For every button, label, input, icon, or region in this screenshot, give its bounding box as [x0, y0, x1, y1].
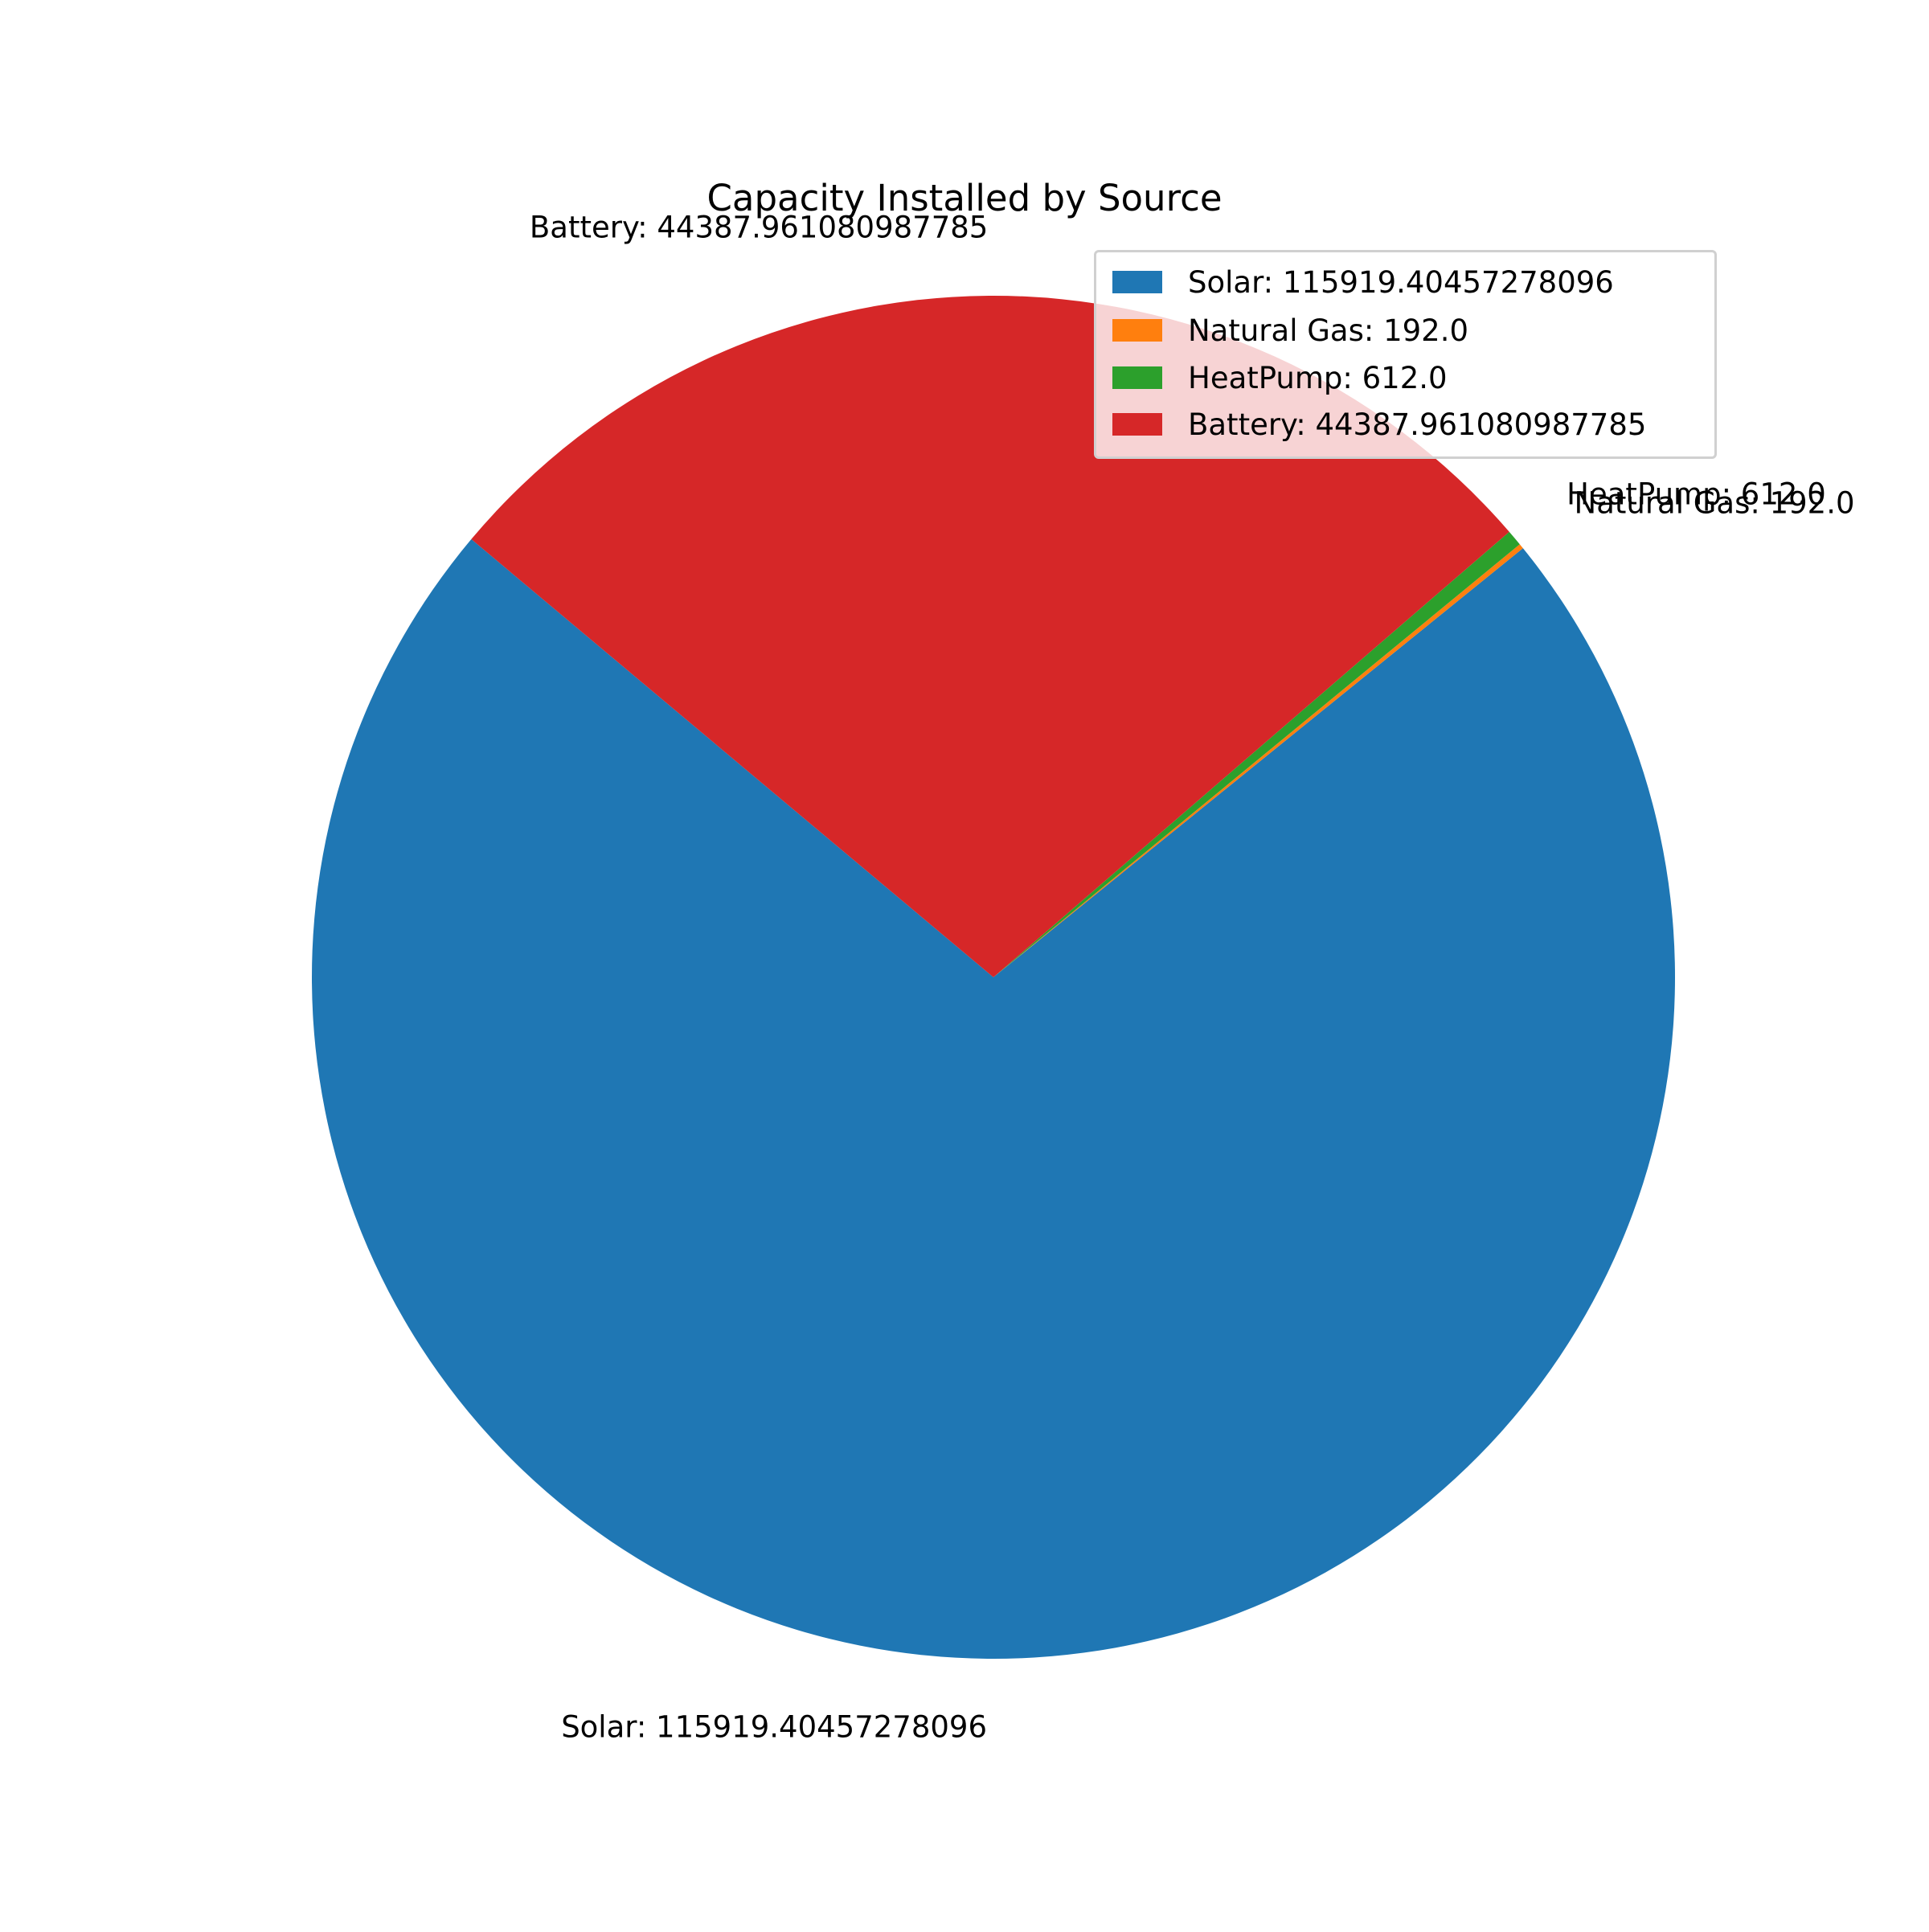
slice-label-heatpump: HeatPump: 612.0 [1567, 477, 1826, 511]
legend-item-solar: Solar: 115919.40457278096 [1112, 262, 1614, 302]
slice-label-solar: Solar: 115919.40457278096 [561, 1709, 987, 1744]
slice-label-battery: Battery: 44387.961080987785 [530, 211, 988, 245]
legend-item-natural-gas: Natural Gas: 192.0 [1112, 310, 1468, 350]
legend-item-heatpump: HeatPump: 612.0 [1112, 358, 1448, 398]
pie-slice-battery [471, 295, 1509, 977]
legend-label-solar: Solar: 115919.40457278096 [1188, 264, 1614, 300]
legend: Solar: 115919.40457278096 Natural Gas: 1… [1094, 250, 1717, 459]
legend-swatch-natural-gas [1112, 319, 1162, 342]
legend-label-natural-gas: Natural Gas: 192.0 [1188, 313, 1469, 348]
pie-slice-natural-gas [993, 544, 1523, 977]
legend-swatch-heatpump [1112, 366, 1162, 389]
legend-swatch-solar [1112, 271, 1162, 293]
chart-title: Capacity Installed by Source [706, 177, 1223, 219]
pie-slice-heatpump [993, 531, 1520, 977]
slice-label-natural-gas: Natural Gas: 192.0 [1575, 486, 1855, 521]
legend-swatch-battery [1112, 413, 1162, 436]
legend-label-battery: Battery: 44387.961080987785 [1188, 407, 1647, 442]
legend-item-battery: Battery: 44387.961080987785 [1112, 404, 1646, 444]
pie-slice-solar [312, 538, 1675, 1660]
legend-label-heatpump: HeatPump: 612.0 [1188, 360, 1448, 395]
